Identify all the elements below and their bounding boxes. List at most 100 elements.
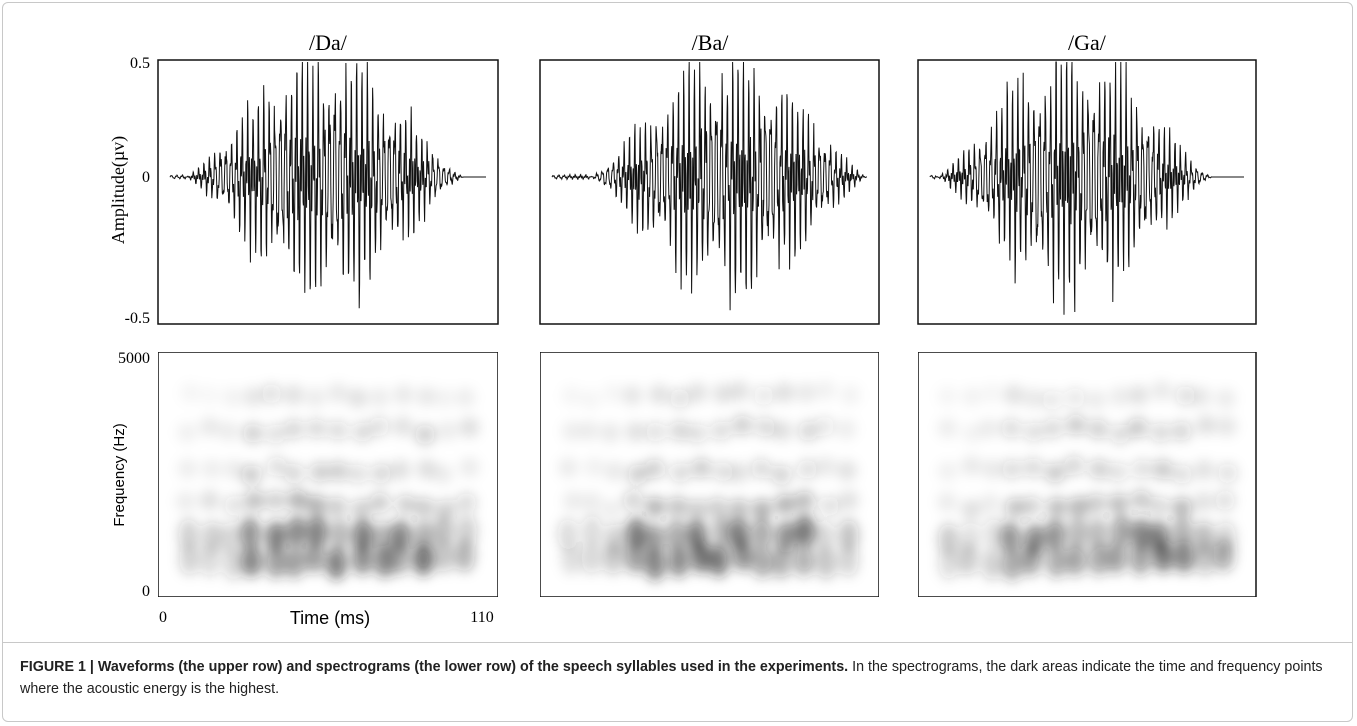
energy-blob <box>728 498 749 519</box>
energy-blob <box>669 388 690 409</box>
energy-blob <box>1111 514 1132 547</box>
energy-blob <box>604 461 625 482</box>
energy-blob <box>561 385 582 406</box>
energy-blob <box>1215 521 1236 554</box>
energy-blob <box>1107 462 1128 483</box>
energy-blob <box>938 523 959 556</box>
energy-blob <box>775 520 796 553</box>
energy-blob <box>752 499 773 520</box>
caption-bold: Waveforms (the upper row) and spectrogra… <box>97 659 849 675</box>
energy-blob <box>707 497 728 518</box>
energy-blob <box>392 416 413 437</box>
energy-blob <box>1150 422 1171 443</box>
energy-blob <box>753 385 774 406</box>
energy-blob <box>436 499 457 520</box>
caption-text: In the spectrograms, the dark areas indi… <box>20 659 1323 697</box>
energy-blob <box>1046 546 1067 579</box>
energy-blob <box>261 383 282 404</box>
energy-blob <box>838 519 859 552</box>
spectrogram-energy <box>557 380 861 581</box>
energy-blob <box>962 423 983 444</box>
energy-blob <box>309 462 330 483</box>
energy-blob <box>814 521 835 554</box>
energy-blob <box>1106 541 1127 574</box>
energy-blob <box>180 382 201 403</box>
energy-blob <box>1108 493 1129 514</box>
energy-blob <box>838 544 859 577</box>
energy-blob <box>327 382 348 403</box>
energy-blob <box>772 420 793 441</box>
energy-blob <box>981 548 1002 581</box>
figure: /Da/ /Ba/ /Ga/ Amplitude(µv) 0.5 0 -0.5 … <box>108 30 1257 628</box>
energy-blob <box>459 417 480 438</box>
energy-blob <box>1005 497 1026 518</box>
energy-blob <box>1175 385 1196 406</box>
waveform-frame <box>917 59 1257 325</box>
energy-blob <box>625 421 646 442</box>
energy-blob <box>667 496 688 517</box>
energy-blob <box>369 387 390 408</box>
energy-blob <box>1024 523 1045 556</box>
energy-blob <box>395 494 416 515</box>
energy-blob <box>1088 517 1109 550</box>
energy-blob <box>284 546 305 579</box>
energy-blob <box>244 490 265 511</box>
tick-label: 0.5 <box>130 55 150 72</box>
energy-blob <box>352 422 373 443</box>
energy-blob <box>937 492 958 513</box>
energy-blob <box>351 499 372 520</box>
energy-blob <box>729 518 750 551</box>
energy-blob <box>1191 386 1212 407</box>
energy-blob <box>413 543 434 576</box>
energy-blob <box>202 521 223 554</box>
energy-blob <box>755 417 776 438</box>
energy-blob <box>627 464 648 485</box>
energy-blob <box>326 547 347 580</box>
energy-blob <box>644 523 665 556</box>
panel-title: /Ba/ <box>692 30 730 55</box>
energy-blob <box>199 490 220 511</box>
energy-blob <box>306 495 327 516</box>
energy-blob <box>218 421 239 442</box>
energy-blob <box>686 519 707 552</box>
energy-blob <box>371 463 392 484</box>
energy-blob <box>669 420 690 441</box>
energy-blob <box>284 463 305 484</box>
energy-blob <box>1068 496 1089 517</box>
energy-blob <box>691 458 712 479</box>
energy-blob <box>625 541 646 574</box>
panel-title: /Ga/ <box>1068 30 1107 55</box>
energy-blob <box>795 382 816 403</box>
energy-blob <box>1088 543 1109 576</box>
energy-blob <box>265 424 286 445</box>
energy-blob <box>1023 421 1044 442</box>
energy-blob <box>937 386 958 407</box>
energy-blob <box>752 546 773 579</box>
energy-blob <box>413 520 434 553</box>
energy-blob <box>561 421 582 442</box>
energy-blob <box>433 464 454 485</box>
energy-blob <box>222 387 243 408</box>
energy-blob <box>797 459 818 480</box>
energy-blob <box>708 544 729 577</box>
energy-blob <box>1109 386 1130 407</box>
energy-blob <box>306 418 327 439</box>
energy-blob <box>369 492 390 513</box>
energy-blob <box>223 459 244 480</box>
energy-blob <box>200 385 220 405</box>
spectrogram <box>540 352 879 597</box>
energy-blob <box>283 419 304 440</box>
energy-blob <box>347 388 368 409</box>
energy-blob <box>794 514 815 547</box>
energy-blob <box>243 386 264 407</box>
energy-blob <box>416 386 437 407</box>
energy-blob <box>414 497 435 518</box>
energy-blob <box>793 544 814 577</box>
energy-blob <box>1151 380 1172 401</box>
energy-blob <box>1088 419 1109 440</box>
energy-blob <box>390 459 411 480</box>
energy-blob <box>305 387 326 408</box>
energy-blob <box>605 523 626 556</box>
energy-blob <box>179 543 200 576</box>
energy-blob <box>1045 518 1066 551</box>
